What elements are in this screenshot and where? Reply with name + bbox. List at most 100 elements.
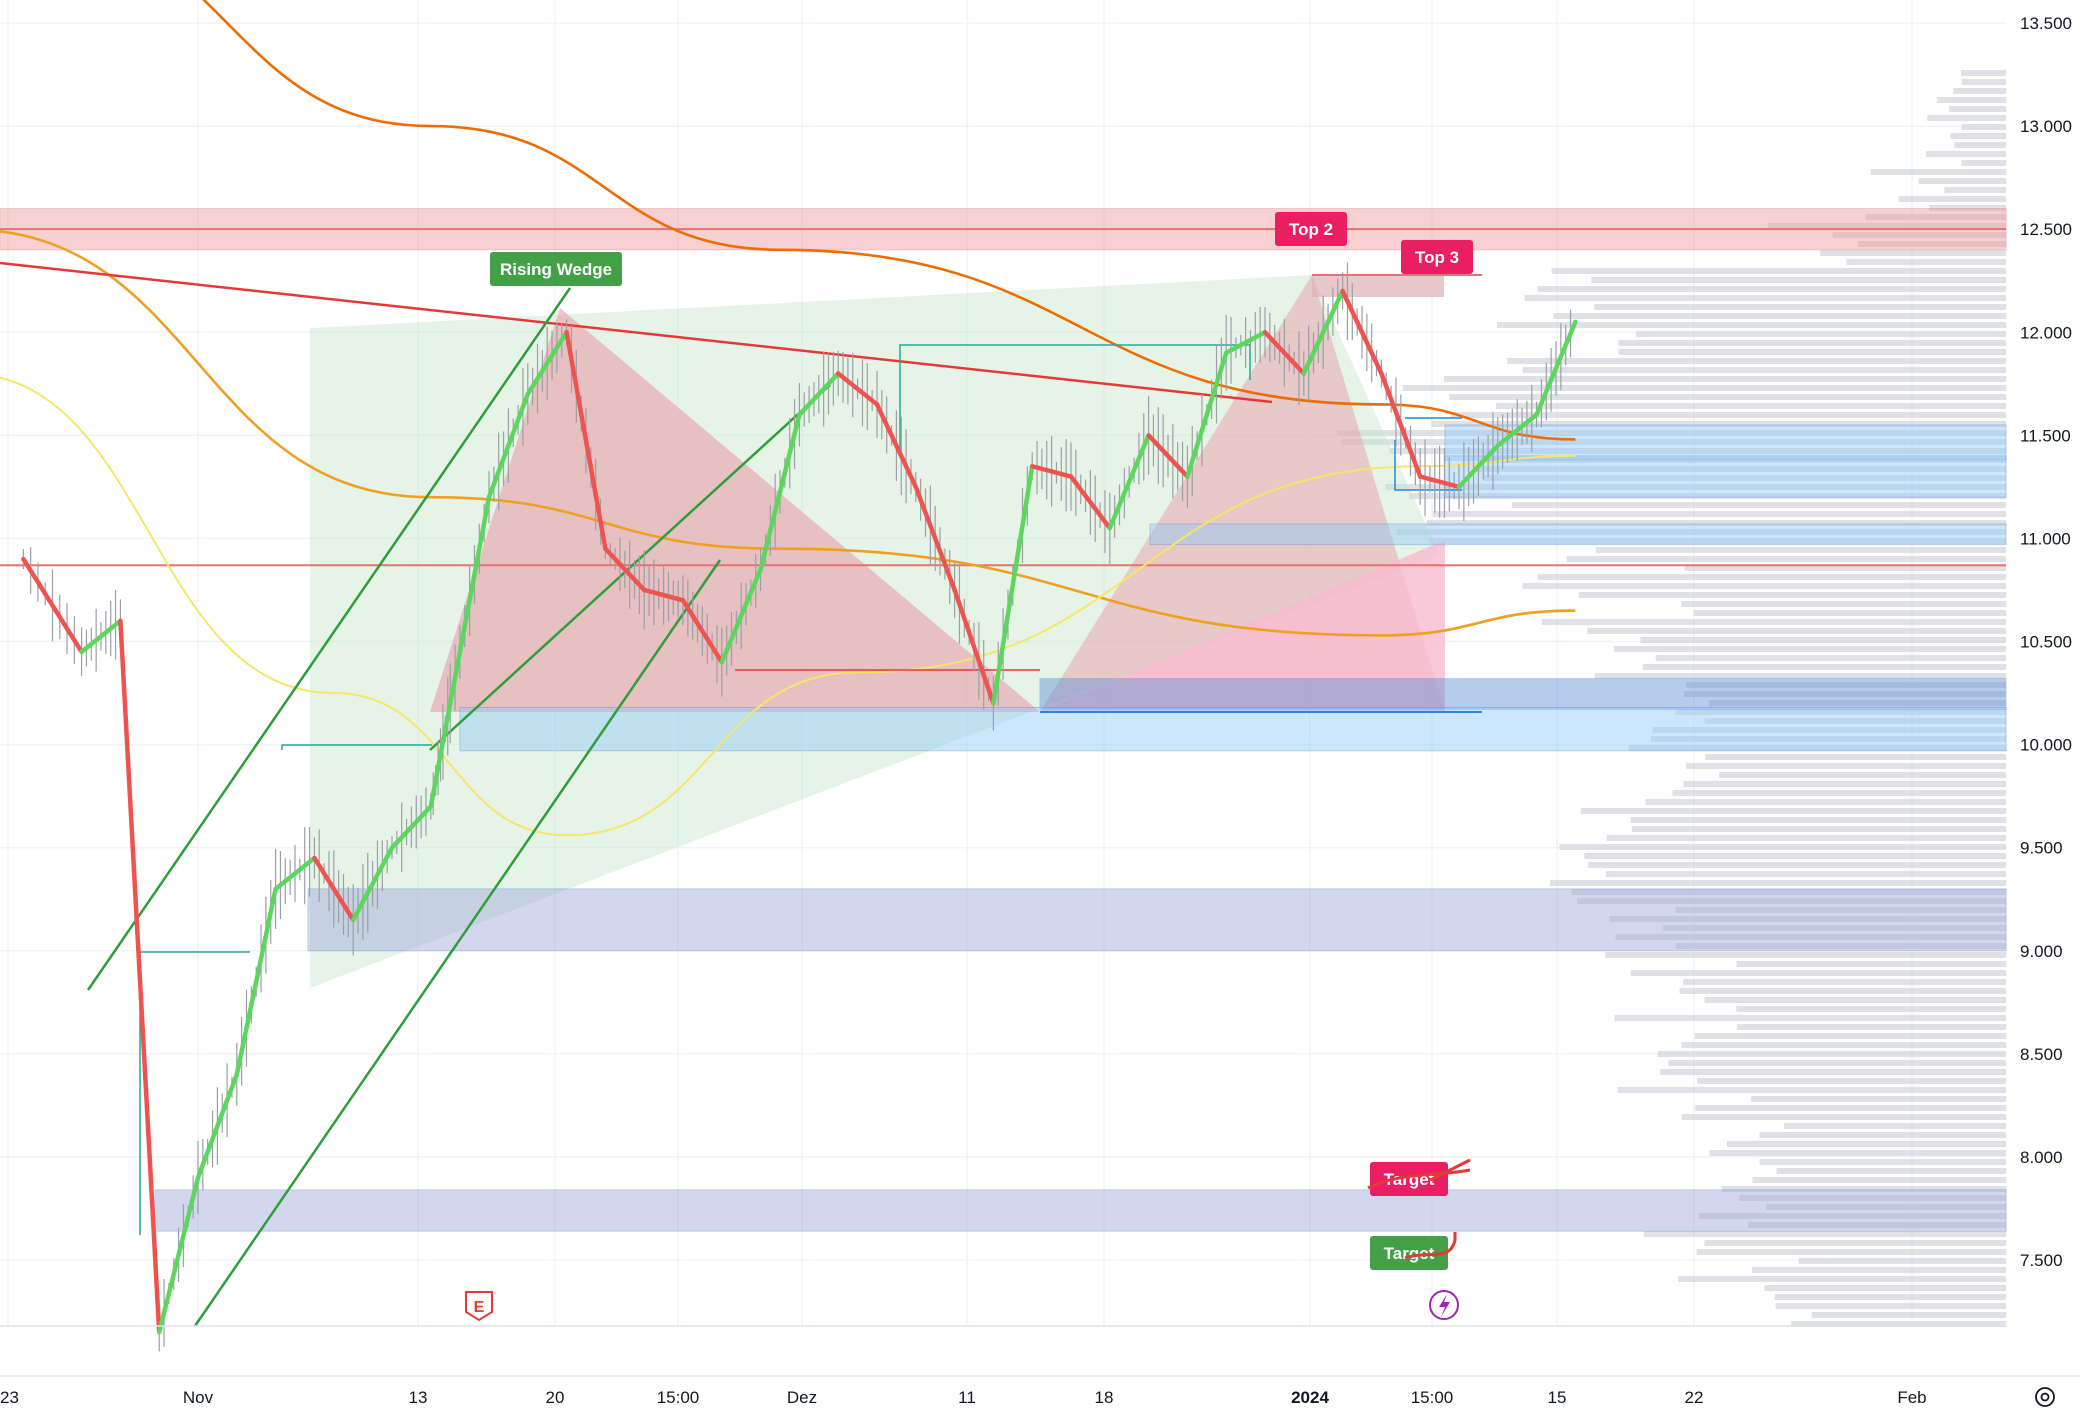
price-segment bbox=[79, 618, 123, 655]
price-tick-label: 11.500 bbox=[2020, 426, 2071, 445]
moving-average-line bbox=[0, 376, 1576, 837]
price-segment bbox=[797, 371, 841, 417]
price-tick-label: 9.500 bbox=[2020, 839, 2063, 858]
volume-profile-bar bbox=[1681, 601, 2006, 607]
volume-profile-bar bbox=[1617, 1087, 2006, 1093]
top-2-label-bg bbox=[1275, 212, 1347, 246]
volume-profile-bar bbox=[1618, 349, 2006, 355]
volume-profile-bar bbox=[1686, 682, 2006, 688]
volume-profile-bar bbox=[1695, 1105, 2006, 1111]
price-segment bbox=[1301, 288, 1345, 376]
volume-profile-bar bbox=[1559, 844, 2006, 850]
demand-zone bbox=[1444, 455, 2007, 498]
volume-profile-bar bbox=[1898, 196, 2006, 202]
volume-profile-bar bbox=[1798, 1258, 2006, 1264]
volume-profile-bar bbox=[1645, 799, 2006, 805]
volume-profile-bar bbox=[1587, 628, 2006, 634]
volume-profile-bar bbox=[1704, 997, 2006, 1003]
descending-trendline bbox=[0, 261, 1273, 404]
volume-profile-bar bbox=[1926, 151, 2006, 157]
target-label-bg bbox=[1370, 1162, 1448, 1196]
volume-profile-bar bbox=[1767, 223, 2006, 229]
horizontal-levels bbox=[0, 228, 2006, 567]
volume-profile-bar bbox=[1537, 286, 2006, 292]
price-segment bbox=[835, 371, 880, 407]
price-segment bbox=[1107, 433, 1151, 531]
time-tick-label: Feb bbox=[1897, 1388, 1926, 1407]
price-segment bbox=[1223, 330, 1268, 356]
price-tick-label: 7.500 bbox=[2020, 1251, 2063, 1270]
demand-zone bbox=[459, 706, 2007, 752]
price-tick-label: 10.500 bbox=[2020, 633, 2072, 652]
gear-icon[interactable] bbox=[2035, 1387, 2055, 1407]
volume-profile-bar bbox=[1683, 781, 2006, 787]
price-segment bbox=[21, 556, 84, 655]
volume-profile-bar bbox=[1429, 538, 2006, 544]
volume-profile-bar bbox=[1642, 664, 2006, 670]
time-axis[interactable]: 23 Nov 13 20 15:00 Dez 11 18 2024 15:00 15 22 Feb bbox=[0, 1388, 1927, 1407]
volume-profile-bar bbox=[1736, 1006, 2006, 1012]
volume-profile-bar bbox=[1451, 412, 2006, 418]
price-axis[interactable]: 13.500 13.000 12.500 12.000 11.500 11.000 10.5… bbox=[2020, 14, 2072, 1270]
price-segment bbox=[758, 412, 802, 572]
volume-profile-bar bbox=[1953, 88, 2006, 94]
volume-profile-bar bbox=[1584, 853, 2006, 859]
price-segment bbox=[156, 1175, 201, 1335]
volume-profile-bar bbox=[1675, 943, 2006, 949]
volume-profile-bar bbox=[1759, 1132, 2006, 1138]
price-segment bbox=[312, 855, 356, 923]
volume-profile-bar bbox=[1591, 277, 2006, 283]
time-tick-label: Nov bbox=[183, 1388, 214, 1407]
price-tick-label: 12.000 bbox=[2020, 323, 2072, 342]
price-segment bbox=[1340, 288, 1384, 376]
target-label: Target bbox=[1384, 1244, 1435, 1263]
volume-profile-bar bbox=[1630, 970, 2006, 976]
volume-profile-bar bbox=[1961, 160, 2006, 166]
volume-profile-bar bbox=[1553, 313, 2006, 319]
rising-channel-line bbox=[86, 287, 572, 991]
price-segment bbox=[913, 484, 957, 593]
price-tick-label: 9.000 bbox=[2020, 942, 2063, 961]
volume-profile-bar bbox=[1774, 1294, 2006, 1300]
price-tick-label: 8.500 bbox=[2020, 1045, 2063, 1064]
volume-profile-bar bbox=[1684, 691, 2006, 697]
volume-profile-bar bbox=[1541, 619, 2006, 625]
price-segment bbox=[389, 804, 434, 850]
volume-profile-bar bbox=[1497, 322, 2006, 328]
volume-profile-bar bbox=[1628, 745, 2006, 751]
volume-profile-bar bbox=[1385, 484, 2006, 490]
rising-channel-line bbox=[193, 559, 722, 1327]
volume-profile-bar bbox=[1683, 979, 2006, 985]
volume-profile-bar bbox=[1672, 790, 2006, 796]
price-segment bbox=[1146, 433, 1190, 479]
volume-profile-bar bbox=[1643, 1231, 2006, 1237]
price-segment bbox=[273, 855, 317, 892]
price-segment bbox=[195, 1072, 240, 1180]
volume-profile-bar bbox=[1432, 511, 2006, 517]
volume-profile-bar bbox=[1679, 988, 2006, 994]
price-segment bbox=[719, 567, 763, 665]
target-label-bg bbox=[1370, 1236, 1448, 1270]
volume-profile-bar bbox=[1402, 385, 2006, 391]
price-series bbox=[21, 262, 1578, 1352]
price-segment bbox=[1029, 464, 1074, 479]
volume-profile-bar bbox=[1950, 133, 2006, 139]
volume-profile-bar bbox=[1594, 673, 2006, 679]
volume-profile-bar bbox=[1651, 736, 2006, 742]
volume-profile-bar bbox=[1341, 439, 2006, 445]
volume-profile-bar bbox=[1736, 961, 2006, 967]
volume-profile-bar bbox=[1929, 205, 2006, 211]
volume-profile-bar bbox=[1578, 592, 2006, 598]
scribble-mark bbox=[1367, 1158, 1471, 1190]
volume-profile-bar bbox=[1660, 1069, 2006, 1075]
volume-profile-bar bbox=[1944, 187, 2006, 193]
volume-profile-bar bbox=[1961, 124, 2006, 130]
volume-profile-bar bbox=[1524, 295, 2006, 301]
volume-profile-bar bbox=[1507, 358, 2006, 364]
price-segment bbox=[350, 845, 395, 923]
scribble-mark bbox=[1404, 1232, 1457, 1260]
time-tick-label: 22 bbox=[1685, 1388, 1704, 1407]
volume-profile-bar bbox=[1613, 646, 2006, 652]
